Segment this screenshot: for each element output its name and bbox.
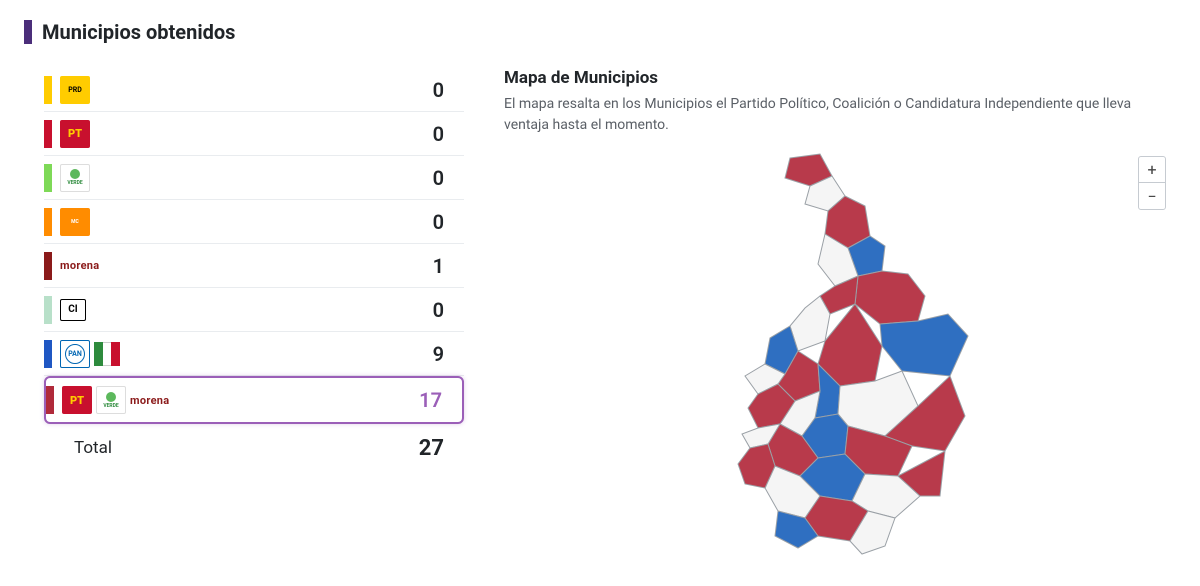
party-logos: morena bbox=[60, 259, 404, 272]
pri-logo-icon bbox=[94, 342, 120, 366]
party-row-verde[interactable]: VERDE 0 bbox=[44, 156, 464, 200]
party-color-bar bbox=[44, 120, 52, 148]
party-color-bar bbox=[44, 208, 52, 236]
party-logos: PTVERDE morena bbox=[62, 386, 402, 414]
party-logos: CI bbox=[60, 299, 404, 321]
page-title: Municipios obtenidos bbox=[42, 20, 235, 44]
zoom-out-button[interactable]: − bbox=[1139, 183, 1165, 209]
map-region[interactable] bbox=[880, 314, 968, 376]
party-row-mc[interactable]: MC 0 bbox=[44, 200, 464, 244]
map-wrapper: + − bbox=[504, 146, 1176, 566]
verde-logo-icon: VERDE bbox=[96, 386, 126, 414]
party-count: 0 bbox=[404, 122, 444, 146]
mc-logo-icon: MC bbox=[60, 208, 90, 236]
map-region[interactable] bbox=[855, 271, 925, 324]
party-logos: VERDE bbox=[60, 164, 404, 192]
map-panel: Mapa de Municipios El mapa resalta en lo… bbox=[504, 68, 1176, 566]
content-area: PRD0PT0VERDE0MC0morena1CI0PAN9PTVERDEmor… bbox=[24, 68, 1176, 566]
party-count: 0 bbox=[404, 78, 444, 102]
pt-logo-icon: PT bbox=[62, 386, 92, 414]
party-color-bar bbox=[44, 76, 52, 104]
party-row-coalition[interactable]: PTVERDE morena 17 bbox=[44, 376, 464, 424]
municipality-map[interactable] bbox=[670, 146, 1010, 566]
party-logos: PT bbox=[60, 120, 404, 148]
party-count: 0 bbox=[404, 166, 444, 190]
pan-logo-icon: PAN bbox=[60, 340, 90, 368]
party-logos: MC bbox=[60, 208, 404, 236]
party-color-bar bbox=[44, 252, 52, 280]
total-row: Total 27 bbox=[44, 426, 464, 470]
party-row-morena[interactable]: morena 1 bbox=[44, 244, 464, 288]
page-header: Municipios obtenidos bbox=[24, 20, 1176, 44]
party-color-bar bbox=[44, 296, 52, 324]
party-logos: PAN bbox=[60, 340, 404, 368]
map-description: El mapa resalta en los Municipios el Par… bbox=[504, 94, 1176, 136]
party-count: 0 bbox=[404, 298, 444, 322]
title-accent-bar bbox=[24, 20, 32, 44]
zoom-in-button[interactable]: + bbox=[1139, 157, 1165, 183]
party-row-pt[interactable]: PT 0 bbox=[44, 112, 464, 156]
party-count: 0 bbox=[404, 210, 444, 234]
party-row-ci[interactable]: CI 0 bbox=[44, 288, 464, 332]
party-count: 17 bbox=[402, 388, 442, 412]
party-color-bar bbox=[44, 164, 52, 192]
party-color-bar bbox=[44, 340, 52, 368]
party-count: 9 bbox=[404, 342, 444, 366]
prd-logo-icon: PRD bbox=[60, 76, 90, 104]
morena-logo-icon: morena bbox=[130, 394, 169, 407]
party-row-panpri[interactable]: PAN 9 bbox=[44, 332, 464, 376]
verde-logo-icon: VERDE bbox=[60, 164, 90, 192]
pt-logo-icon: PT bbox=[60, 120, 90, 148]
total-count: 27 bbox=[419, 436, 444, 461]
party-color-bar bbox=[46, 386, 54, 414]
ci-logo-icon: CI bbox=[60, 299, 86, 321]
party-logos: PRD bbox=[60, 76, 404, 104]
map-title: Mapa de Municipios bbox=[504, 68, 1176, 88]
zoom-controls: + − bbox=[1138, 156, 1166, 210]
party-row-prd[interactable]: PRD 0 bbox=[44, 68, 464, 112]
total-label: Total bbox=[74, 438, 419, 458]
party-results-panel: PRD0PT0VERDE0MC0morena1CI0PAN9PTVERDEmor… bbox=[44, 68, 464, 566]
party-count: 1 bbox=[404, 254, 444, 278]
morena-logo-icon: morena bbox=[60, 259, 99, 272]
